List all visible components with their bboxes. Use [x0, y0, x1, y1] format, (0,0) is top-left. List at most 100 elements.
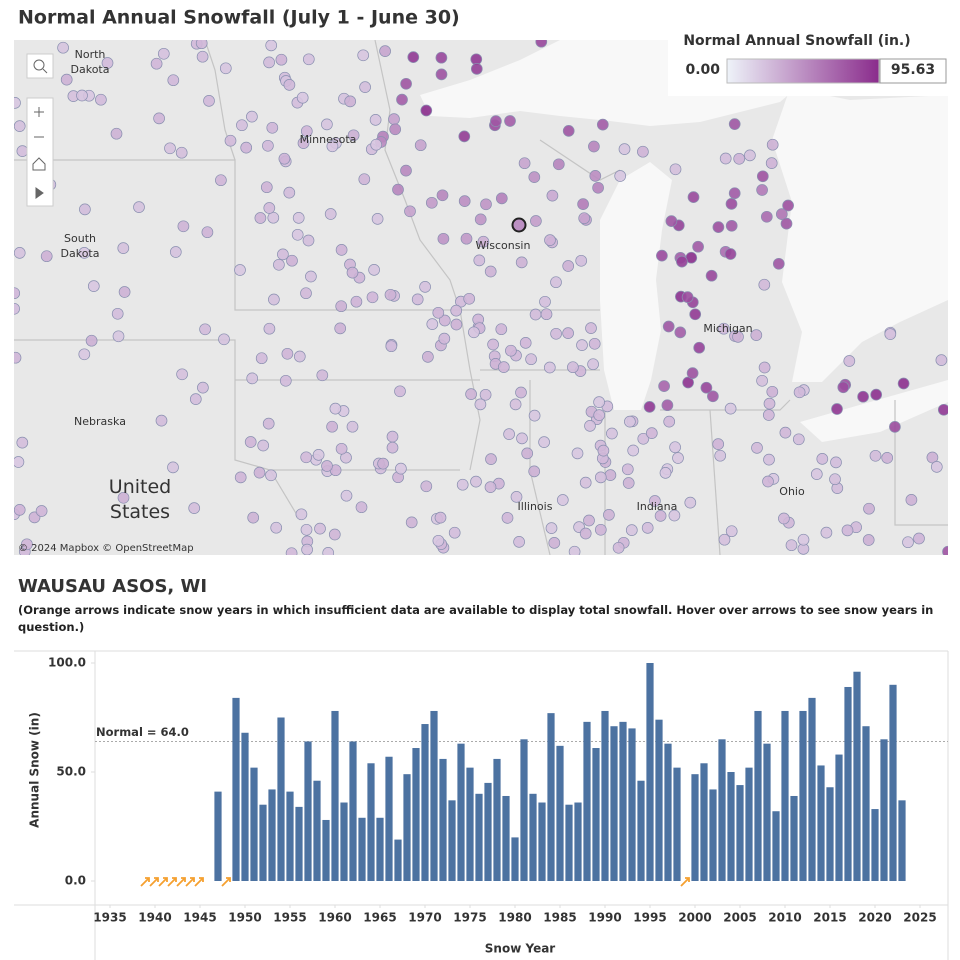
station-dot [295, 508, 308, 521]
station-dot [176, 368, 188, 381]
insufficient-data-arrow[interactable] [185, 877, 195, 887]
bar [403, 774, 411, 881]
bar [853, 671, 861, 881]
lakes [420, 40, 948, 442]
station-dot [300, 523, 313, 536]
insufficient-data-arrow[interactable] [194, 877, 204, 887]
insufficient-data-arrow[interactable] [680, 877, 690, 887]
station-dot [460, 232, 473, 245]
station-dot [14, 456, 25, 468]
station-dot [281, 347, 294, 360]
station-dot [300, 125, 313, 138]
station-dot [750, 329, 763, 341]
y-axis-label: Annual Snow (in) [28, 712, 42, 828]
station-dot [359, 81, 371, 93]
station-dot [14, 97, 21, 109]
station-dot [712, 221, 725, 233]
insufficient-data-arrow[interactable] [221, 877, 231, 887]
map-label-line: Michigan [703, 322, 752, 335]
station-dot [596, 118, 609, 131]
station-dot [884, 328, 897, 340]
station-dot [744, 149, 756, 162]
station-dot [518, 157, 531, 170]
bar [430, 710, 438, 881]
bar [835, 754, 843, 881]
station-dot [350, 295, 363, 308]
station-dot [157, 47, 170, 60]
station-dot [718, 533, 731, 546]
station-dot [669, 163, 682, 176]
bar [628, 728, 636, 881]
bar [232, 697, 240, 881]
bar [259, 804, 267, 881]
chart-title: WAUSAU ASOS, WI [18, 576, 207, 597]
insufficient-data-arrow[interactable] [140, 877, 150, 887]
station-dot [396, 93, 408, 106]
insufficient-data-arrow[interactable] [149, 877, 159, 887]
station-dot [681, 291, 694, 303]
insufficient-data-arrow[interactable] [158, 877, 168, 887]
station-dot [76, 89, 88, 102]
map-label: Ohio [779, 485, 805, 498]
station-dot [588, 337, 601, 350]
home-button[interactable] [32, 157, 46, 171]
bar [844, 686, 852, 881]
station-dot [521, 447, 534, 460]
station-dot [14, 504, 26, 516]
bar [583, 721, 591, 881]
station-dot [935, 354, 948, 366]
bar [547, 713, 555, 881]
station-dot [913, 532, 925, 545]
station-dot [519, 337, 532, 349]
y-tick-label: 100.0 [48, 656, 86, 670]
bar [673, 767, 681, 881]
station-dot [164, 142, 176, 155]
search-button[interactable] [26, 53, 54, 79]
station-dot [594, 523, 607, 536]
station-dot [905, 494, 918, 506]
station-dot [780, 217, 793, 230]
bar [358, 817, 366, 881]
insufficient-data-arrow[interactable] [176, 877, 186, 887]
station-dot [300, 287, 312, 300]
bar [250, 767, 258, 881]
station-dot [510, 491, 523, 503]
station-dot [665, 215, 678, 227]
x-tick-label: 1970 [408, 911, 441, 925]
station-dot [112, 330, 125, 343]
station-dot [889, 421, 901, 433]
station-dot [659, 467, 672, 479]
station-dot [386, 430, 399, 443]
map-label: Minnesota [300, 133, 357, 146]
station-dot [497, 361, 510, 373]
zoom-in[interactable] [34, 107, 44, 117]
station-dot [684, 496, 697, 509]
station-dot [404, 205, 416, 218]
pan-button[interactable] [35, 187, 44, 199]
station-dot [539, 295, 551, 308]
station-dot [436, 189, 449, 202]
bar [502, 795, 510, 881]
station-dot [820, 526, 833, 539]
station-dot [751, 442, 763, 454]
map-label-line: Dakota [71, 63, 110, 76]
station-dot [829, 473, 841, 486]
bar [322, 819, 330, 881]
bar [745, 767, 753, 881]
bar [574, 802, 582, 881]
station-dot [448, 526, 461, 539]
map-label: Illinois [518, 500, 553, 513]
station-dot [236, 119, 248, 132]
x-tick-label: 2025 [903, 911, 936, 925]
chart-subtitle: (Orange arrows indicate snow years in wh… [18, 603, 934, 634]
station-dot [346, 266, 359, 279]
station-dot [712, 438, 725, 450]
station-dot [246, 372, 259, 385]
station-dot [474, 213, 487, 226]
station-dot [792, 433, 805, 446]
station-dot [262, 417, 275, 430]
station-dot [435, 68, 448, 81]
station-dot [35, 505, 48, 517]
station-dot [837, 381, 850, 394]
insufficient-data-arrow[interactable] [167, 877, 177, 887]
